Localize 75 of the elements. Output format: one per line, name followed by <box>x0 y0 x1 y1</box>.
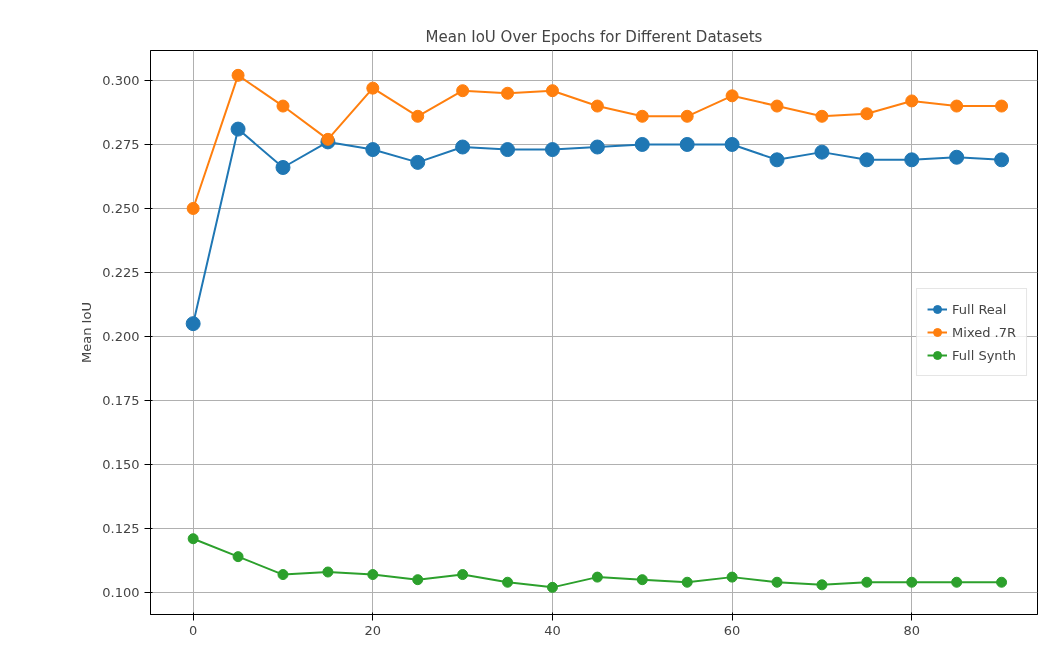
x-tick-label: 20 <box>364 622 382 638</box>
point <box>725 89 739 103</box>
point <box>277 569 289 581</box>
point <box>726 571 738 583</box>
y-tick-label: 0.300 <box>102 72 140 88</box>
point <box>905 94 919 108</box>
legend-label: Mixed .7R <box>952 324 1016 340</box>
y-axis-title: Mean IoU <box>79 302 95 363</box>
point <box>410 154 426 170</box>
point <box>186 201 200 215</box>
y-tick-label: 0.175 <box>102 392 140 408</box>
point <box>456 84 470 98</box>
point <box>860 107 874 121</box>
point <box>545 84 559 98</box>
point <box>502 576 514 588</box>
x-tick-label: 60 <box>723 622 741 638</box>
y-tick-label: 0.100 <box>102 584 140 600</box>
point <box>771 576 783 588</box>
point <box>232 551 244 563</box>
point <box>589 139 605 155</box>
point <box>231 68 245 82</box>
point <box>680 109 694 123</box>
point <box>949 149 965 165</box>
point <box>276 99 290 113</box>
point <box>679 136 695 152</box>
y-tick-label: 0.125 <box>102 520 140 536</box>
point <box>367 569 379 581</box>
point <box>411 109 425 123</box>
point <box>365 142 381 158</box>
point <box>951 576 963 588</box>
point <box>770 99 784 113</box>
legend-label: Full Real <box>952 301 1007 317</box>
point <box>995 99 1009 113</box>
point <box>412 574 424 586</box>
point <box>994 152 1010 168</box>
point <box>906 576 918 588</box>
point <box>455 139 471 155</box>
point <box>501 86 515 100</box>
point <box>187 533 199 545</box>
point <box>275 160 291 175</box>
x-tick-label: 80 <box>903 622 921 638</box>
point <box>904 152 920 168</box>
y-tick-label: 0.225 <box>102 264 140 280</box>
x-tick-label: 0 <box>189 622 198 638</box>
point <box>590 99 604 113</box>
point <box>681 576 693 588</box>
point <box>814 144 830 160</box>
point <box>366 81 380 95</box>
y-tick-label: 0.250 <box>102 200 140 216</box>
point <box>457 569 469 581</box>
point <box>544 142 560 158</box>
point <box>185 316 201 332</box>
y-tick-label: 0.200 <box>102 328 140 344</box>
point <box>591 571 603 583</box>
point <box>230 121 246 137</box>
point <box>859 152 875 168</box>
chart-title: Mean IoU Over Epochs for Different Datasets <box>425 27 763 46</box>
x-tick-label: 40 <box>544 622 561 638</box>
point <box>321 132 335 146</box>
point <box>996 576 1008 588</box>
point <box>815 109 829 123</box>
point <box>322 566 334 578</box>
point <box>724 136 740 152</box>
point <box>950 99 964 113</box>
point <box>634 136 650 152</box>
y-tick-label: 0.150 <box>102 456 140 472</box>
point <box>636 574 648 586</box>
point <box>816 579 828 591</box>
point <box>546 581 558 593</box>
point <box>861 576 873 588</box>
point <box>635 109 649 123</box>
y-tick-label: 0.275 <box>102 136 140 152</box>
legend-label: Full Synth <box>952 347 1016 363</box>
point <box>500 142 516 158</box>
point <box>769 152 785 168</box>
